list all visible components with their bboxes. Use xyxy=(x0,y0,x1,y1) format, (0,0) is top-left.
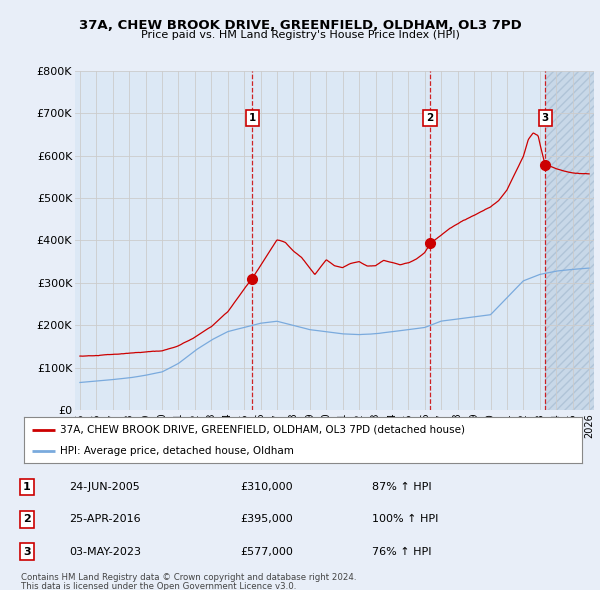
Text: 2: 2 xyxy=(23,514,31,525)
Text: 2: 2 xyxy=(427,113,434,123)
Text: 100% ↑ HPI: 100% ↑ HPI xyxy=(372,514,439,525)
Text: Contains HM Land Registry data © Crown copyright and database right 2024.: Contains HM Land Registry data © Crown c… xyxy=(21,573,356,582)
Text: £395,000: £395,000 xyxy=(240,514,293,525)
Text: 3: 3 xyxy=(23,547,31,557)
Text: 03-MAY-2023: 03-MAY-2023 xyxy=(69,547,141,557)
Text: 1: 1 xyxy=(249,113,256,123)
Text: 24-JUN-2005: 24-JUN-2005 xyxy=(69,482,140,492)
Text: 76% ↑ HPI: 76% ↑ HPI xyxy=(372,547,431,557)
Text: 87% ↑ HPI: 87% ↑ HPI xyxy=(372,482,431,492)
Text: 37A, CHEW BROOK DRIVE, GREENFIELD, OLDHAM, OL3 7PD (detached house): 37A, CHEW BROOK DRIVE, GREENFIELD, OLDHA… xyxy=(60,425,465,435)
Text: 37A, CHEW BROOK DRIVE, GREENFIELD, OLDHAM, OL3 7PD: 37A, CHEW BROOK DRIVE, GREENFIELD, OLDHA… xyxy=(79,19,521,32)
Text: £577,000: £577,000 xyxy=(240,547,293,557)
Text: This data is licensed under the Open Government Licence v3.0.: This data is licensed under the Open Gov… xyxy=(21,582,296,590)
Text: Price paid vs. HM Land Registry's House Price Index (HPI): Price paid vs. HM Land Registry's House … xyxy=(140,30,460,40)
Text: 25-APR-2016: 25-APR-2016 xyxy=(69,514,140,525)
Bar xyxy=(545,71,600,410)
Text: 3: 3 xyxy=(542,113,549,123)
Text: 1: 1 xyxy=(23,482,31,492)
Text: £310,000: £310,000 xyxy=(240,482,293,492)
Text: HPI: Average price, detached house, Oldham: HPI: Average price, detached house, Oldh… xyxy=(60,445,294,455)
